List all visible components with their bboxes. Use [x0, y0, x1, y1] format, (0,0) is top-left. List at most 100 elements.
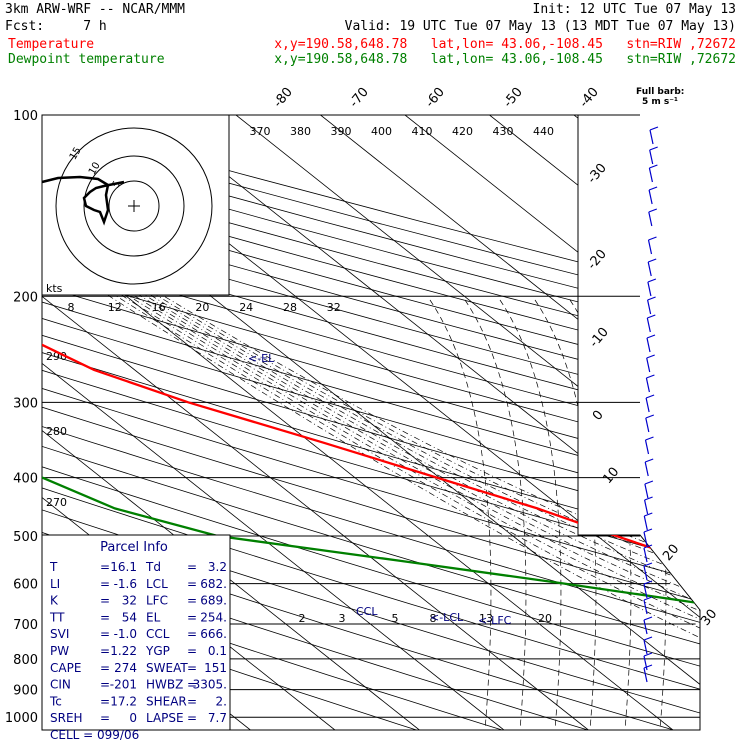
equivalent-potential-temperature-line — [429, 299, 492, 730]
wind-barb-flag — [644, 496, 653, 501]
mixing-ratio-label: 5 — [392, 612, 399, 625]
parcel-param-name: SREH — [50, 711, 83, 725]
isotherm-line — [320, 115, 700, 730]
wind-barb — [643, 599, 648, 615]
isotherm-line — [489, 115, 700, 730]
moist-adiabat-line — [73, 268, 700, 730]
init-time: Init: 12 UTC Tue 07 May 13 — [532, 2, 737, 17]
parcel-param-value: 0 — [129, 711, 137, 725]
wind-barb — [647, 261, 652, 277]
wind-barb-flag — [643, 528, 653, 533]
parcel-param-value: 3305. — [193, 678, 227, 692]
parcel-param-name: TT — [49, 610, 65, 624]
dry-adiabat-line — [42, 115, 417, 730]
parcel-param-value: -201 — [110, 678, 137, 692]
wind-barb — [648, 211, 653, 227]
mixing-ratio-label: 20 — [538, 612, 552, 625]
wind-barb — [649, 129, 654, 145]
wind-barb-flag — [645, 436, 654, 441]
parcel-equals: = — [100, 644, 110, 658]
wind-barb — [649, 149, 654, 165]
temperature-profile — [42, 145, 700, 664]
isotherm-line — [42, 115, 589, 730]
mixing-ratio-label: 2 — [299, 612, 306, 625]
wind-barb — [643, 639, 648, 655]
wind-barb — [648, 167, 653, 183]
parcel-param-value: 7.7 — [208, 711, 227, 725]
parcel-equals: = — [187, 644, 197, 658]
wind-barb-flag — [647, 278, 657, 283]
hodograph-ring — [83, 155, 185, 257]
wind-barb-flag — [647, 258, 657, 263]
wind-barb-flag — [643, 596, 653, 601]
parcel-param-value: 2. — [216, 694, 227, 708]
wind-barb-flag — [645, 394, 655, 399]
theta-label: 440 — [533, 125, 554, 138]
dry-adiabat-line — [42, 115, 700, 730]
wind-barb — [647, 281, 652, 297]
wind-barb-flag — [649, 164, 658, 169]
isotherm-line — [151, 115, 700, 730]
temperature-tick-label: 20 — [660, 542, 682, 564]
wind-barb — [644, 461, 649, 477]
wind-barb-flag — [643, 580, 653, 585]
parcel-equals: = — [100, 678, 110, 692]
level-marker-lcl: <-LCL — [430, 611, 464, 624]
parcel-param-value: 254. — [200, 610, 227, 624]
wind-barb — [646, 357, 651, 373]
pressure-tick-label: 400 — [13, 472, 38, 487]
wind-barb-flag — [643, 562, 653, 567]
parcel-equals: = — [187, 711, 197, 725]
temperature-tick-label: -50 — [501, 85, 526, 111]
equivalent-potential-temperature-line — [499, 299, 562, 730]
temperature-tick-label: 0 — [590, 408, 607, 424]
theta-e-label: 12 — [108, 301, 122, 314]
theta-label: 420 — [452, 125, 473, 138]
wind-barb — [645, 417, 650, 433]
pressure-tick-label: 900 — [13, 684, 38, 699]
hodograph-units-label: kts — [46, 282, 63, 295]
wind-barb — [645, 377, 650, 393]
parcel-equals: = — [100, 661, 110, 675]
isotherm-line — [42, 115, 674, 730]
parcel-param-name: T — [49, 560, 58, 574]
parcel-param-value: 689. — [200, 594, 227, 608]
parcel-equals: = — [187, 577, 197, 591]
wind-barb — [643, 583, 648, 599]
parcel-param-name: SVI — [50, 627, 69, 641]
hodograph-frame — [41, 114, 230, 296]
parcel-param-name: SWEAT — [146, 661, 188, 675]
parcel-param-name: YGP — [145, 644, 170, 658]
forecast-hour: Fcst: 7 h — [5, 19, 107, 34]
theta-e-label: 24 — [239, 301, 253, 314]
dewpoint-legend-label: Dewpoint temperature — [8, 52, 165, 67]
dry-adiabat-line — [42, 115, 700, 730]
wind-barb-flag — [643, 664, 653, 669]
pressure-tick-label: 300 — [13, 396, 38, 411]
temperature-tick-label: -30 — [585, 161, 610, 187]
parcel-param-name: CCL — [146, 627, 170, 641]
equivalent-potential-temperature-line — [604, 299, 667, 730]
wind-barb-flag — [646, 334, 656, 339]
parcel-equals: = — [100, 610, 110, 624]
sounding-profiles — [42, 115, 700, 664]
wind-barb-flag — [649, 126, 659, 131]
parcel-param-value: 151 — [204, 661, 227, 675]
temperature-tick-label: -20 — [585, 247, 610, 273]
wind-barb-flag — [646, 354, 655, 359]
parcel-equals: = — [187, 661, 197, 675]
wind-barb — [646, 337, 651, 353]
parcel-equals: = — [187, 627, 197, 641]
parcel-param-name: LI — [50, 577, 60, 591]
mixing-ratio-line — [699, 583, 700, 730]
isotherm-line — [235, 115, 700, 730]
parcel-param-name: LCL — [146, 577, 168, 591]
temperature-tick-label: -40 — [577, 85, 602, 111]
theta-label: 390 — [331, 125, 352, 138]
pressure-tick-label: 600 — [13, 578, 38, 593]
temperature-tick-label: -70 — [347, 85, 372, 111]
parcel-param-value: 1.22 — [110, 644, 137, 658]
wind-barb-flag — [645, 414, 655, 419]
